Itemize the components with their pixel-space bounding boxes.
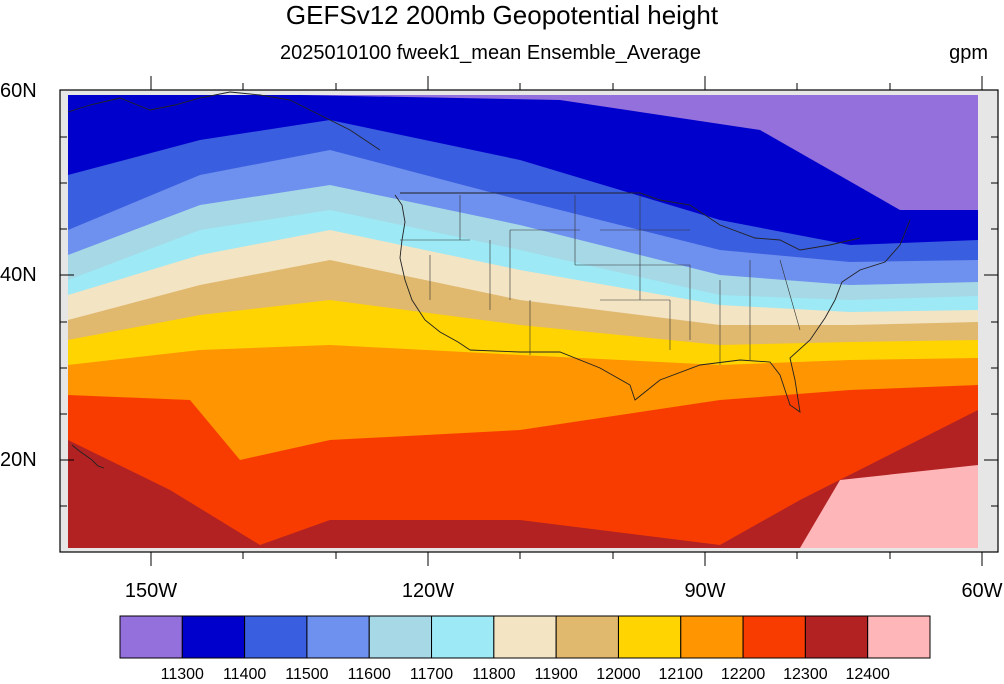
lon-label-150w: 150W [124,580,178,602]
contour-band-12 [800,465,978,548]
map-title: GEFSv12 200mb Geopotential height [285,0,719,30]
colorbar-swatch-9 [680,615,744,659]
contour-fills [68,95,978,548]
colorbar-swatch-5 [431,615,495,659]
lat-label-40n: 40N [0,264,37,286]
hawaii-islands [71,444,105,469]
colorbar-swatch-8 [617,615,682,659]
map-panel [59,76,999,566]
colorbar-swatch-7 [555,615,619,659]
contour-band-10 [68,385,978,548]
state-borders [400,195,801,365]
colorbar-label: 12400 [845,666,890,683]
colorbar [119,615,931,659]
colorbar-swatch-12 [867,615,931,659]
state-border-lines [400,195,801,365]
coastlines [67,91,911,469]
lon-label-90w: 90W [684,580,726,602]
alaska-coast-line [67,91,381,151]
colorbar-label: 12300 [783,666,828,683]
canada-border-line [400,192,861,251]
colorbar-swatch-6 [493,615,557,659]
colorbar-swatch-11 [804,615,869,659]
colorbar-label: 11500 [285,666,329,683]
colorbar-label: 12200 [720,666,766,683]
colorbar-swatch-2 [244,615,308,659]
colorbar-label: 12000 [596,666,641,683]
colorbar-swatch-10 [742,615,806,659]
lat-label-60n: 60N [0,80,37,102]
gulf-east-coast-line [469,219,911,413]
colorbar-label: 12100 [658,666,704,683]
colorbar-label: 11900 [534,666,578,683]
colorbar-label: 11300 [160,666,204,683]
map-subtitle: 2025010100 fweek1_mean Ensemble_Average [280,42,702,64]
colorbar-swatch-1 [181,615,246,659]
colorbar-label: 11700 [409,666,454,683]
colorbar-label: 11600 [347,666,391,683]
lon-label-60w: 60W [961,580,1003,602]
colorbar-swatch-4 [368,615,433,659]
colorbar-swatch-3 [306,615,370,659]
lon-label-120w: 120W [401,580,455,602]
units-label: gpm [949,42,988,64]
colorbar-label: 11800 [472,666,516,683]
map-frame [59,89,999,553]
colorbar-swatch-0 [119,615,183,659]
colorbar-label: 11400 [222,666,267,683]
west-coast-line [394,194,471,351]
axis-ticks [60,76,998,566]
lat-label-20n: 20N [0,449,37,471]
